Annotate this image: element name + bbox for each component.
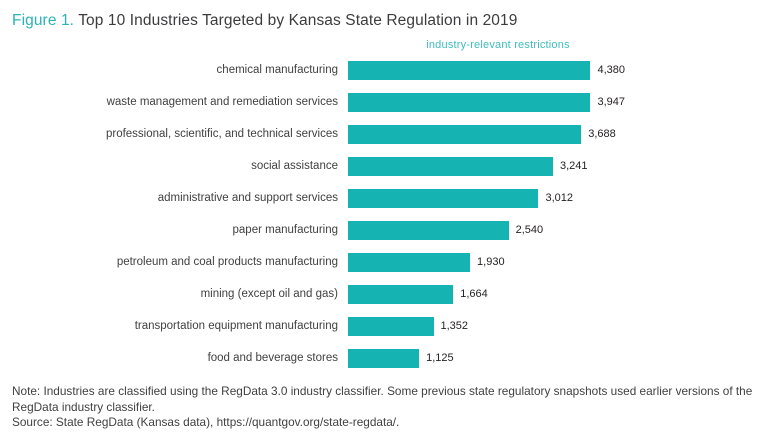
bar [348,92,591,112]
chart-row: food and beverage stores 1,125 [12,342,756,374]
bar-track: 3,688 [348,124,625,144]
bar-label: petroleum and coal products manufacturin… [116,256,338,268]
bar-track: 1,930 [348,252,625,272]
bar [348,220,509,240]
bar-label: social assistance [251,160,338,172]
bar-value: 1,352 [440,320,469,332]
bar [348,316,434,336]
bar-track: 3,012 [348,188,625,208]
bar-track: 4,380 [348,60,625,80]
bar-value: 4,380 [597,64,625,76]
chart-row: paper manufacturing 2,540 [12,214,756,246]
bar-chart: industry-relevant restrictions chemical … [12,36,756,374]
bar-value: 3,947 [597,96,625,108]
chart-row: waste management and remediation service… [12,86,756,118]
bar [348,188,539,208]
bar [348,284,454,304]
bar-label: professional, scientific, and technical … [105,128,338,140]
bar-label: food and beverage stores [207,352,338,364]
bar [348,124,582,144]
chart-row: transportation equipment manufacturing 1… [12,310,756,342]
bar-track: 3,241 [348,156,625,176]
bar-label: paper manufacturing [232,224,338,236]
bar-value: 1,125 [426,352,454,364]
chart-row: mining (except oil and gas) 1,664 [12,278,756,310]
series-label: industry-relevant restrictions [426,39,570,51]
bar-value: 1,930 [477,256,505,268]
bar-label: transportation equipment manufacturing [134,320,338,332]
figure-number: Figure 1. [12,12,75,29]
bar-track: 1,664 [348,284,625,304]
chart-row: administrative and support services 3,01… [12,182,756,214]
bar-value: 1,664 [460,288,488,300]
source-text: Source: State RegData (Kansas data), htt… [12,415,400,430]
bar-track: 3,947 [348,92,625,112]
bar-label: administrative and support services [157,192,338,204]
bar-value: 3,241 [559,160,588,172]
bar-track: 1,352 [348,316,625,336]
figure-title-text: Top 10 Industries Targeted by Kansas Sta… [74,12,518,29]
figure-title: Figure 1. Top 10 Industries Targeted by … [12,12,756,30]
bar-value: 2,540 [515,224,544,236]
figure-notes: Note: Industries are classified using th… [12,384,756,431]
bar [348,156,553,176]
note-text: Note: Industries are classified using th… [12,384,753,414]
chart-row: petroleum and coal products manufacturin… [12,246,756,278]
bar-label: waste management and remediation service… [106,96,338,108]
bar-track: 1,125 [348,348,625,368]
chart-row: chemical manufacturing 4,380 [12,54,756,86]
axis-header-row: industry-relevant restrictions [12,36,756,54]
chart-row: social assistance 3,241 [12,150,756,182]
bar [348,60,591,80]
chart-rows: chemical manufacturing 4,380 waste manag… [12,54,756,374]
bar [348,252,471,272]
bar-value: 3,012 [545,192,574,204]
bar-track: 2,540 [348,220,625,240]
chart-row: professional, scientific, and technical … [12,118,756,150]
bar [348,348,420,368]
bar-value: 3,688 [588,128,616,140]
bar-label: chemical manufacturing [216,64,338,76]
bar-label: mining (except oil and gas) [200,288,338,300]
